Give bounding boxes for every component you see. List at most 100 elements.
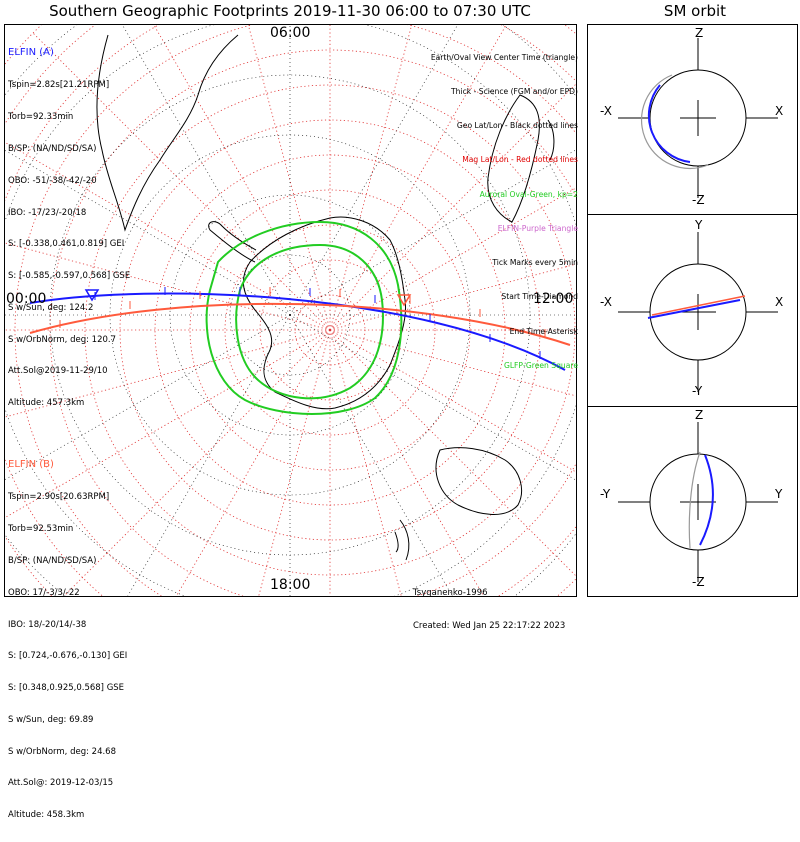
africa-coast (487, 94, 540, 223)
antarctic-peninsula (208, 221, 257, 263)
sm2-bottom-label: -Y (692, 384, 703, 398)
mag-lon-line (329, 329, 576, 397)
mag-lon-line (153, 25, 331, 331)
sm3-right-label: Y (775, 487, 783, 501)
elfin-b-line: OBO: 17/-3/3/-22 (8, 587, 80, 598)
elfin-b-info: ELFIN (B) Tspin=2.90s[20.63RPM] Torb=92.… (8, 438, 127, 842)
elfin-b-name: ELFIN (B) (8, 459, 54, 471)
elfin-a-line: B/SP: (NA/ND/SD/SA) (8, 143, 97, 154)
sm-frame-top (587, 24, 798, 215)
mag-lon-line (329, 187, 576, 331)
time-label-left: 00:00 (6, 291, 47, 307)
geo-lon-line (289, 25, 458, 316)
mag-lat-circle (259, 259, 401, 401)
sm3-left-label: -Y (600, 487, 611, 501)
geo-lon-line (5, 150, 291, 316)
satellite-tracks (29, 287, 571, 371)
mag-lon-line (329, 25, 413, 331)
elfin-b-line: B/SP: (NA/ND/SD/SA) (8, 555, 97, 566)
time-label-right: 12:00 (533, 291, 574, 307)
south-america-coast (96, 34, 239, 232)
mag-lon-line (329, 329, 485, 596)
sm-frame-bottom (587, 406, 798, 597)
sm1-orbit-gray (640, 74, 709, 170)
elfin-a-line: OBO: -51/-38/-42/-20 (8, 175, 97, 186)
elfin-a-line: Att.Sol@2019-11-29/10 (8, 366, 108, 377)
legend-item: Start Time-Diamond (501, 292, 578, 302)
mag-lon-line (258, 329, 331, 596)
legend-item: ELFIN-Purple Triangle (497, 223, 578, 233)
mag-lon-line (175, 329, 331, 596)
elfin-b-line: IBO: 18/-20/14/-38 (8, 619, 87, 630)
legend-item: End Time-Asterisk (509, 326, 578, 336)
australia-coast (435, 447, 522, 515)
credit-block: Tsyganenko-1996 Created: Wed Jan 25 22:1… (413, 566, 565, 654)
sm-frame-middle (587, 214, 798, 407)
elfin-b-track (29, 302, 571, 346)
legend-item: Tick Marks every 5min (492, 258, 578, 268)
auroral-oval-outer (205, 220, 403, 415)
elfin-a-info: ELFIN (A) Tspin=2.82s[21.21RPM] Torb=92.… (8, 26, 130, 430)
mag-lon-line (329, 329, 402, 596)
geo-lon-line (5, 314, 291, 480)
time-label-bottom: 18:00 (270, 577, 311, 593)
credit-created: Created: Wed Jan 25 22:17:22 2023 (413, 621, 566, 631)
elfin-a-track (29, 292, 566, 371)
sm2-orbit-b (651, 295, 746, 316)
legend-item: Auroral Oval-Green, kp=2 (479, 189, 578, 199)
elfin-a-line: S: [-0.338,0.461,0.819] GEI (8, 239, 125, 250)
sm2-orbit-a (647, 299, 741, 319)
madagascar-coast (547, 119, 555, 161)
mag-lon-line (5, 242, 331, 331)
mag-lat-circle (49, 49, 576, 596)
mag-lon-line (5, 329, 331, 519)
mag-latlon-grid (5, 25, 576, 596)
auroral-oval-inner (235, 243, 384, 400)
legend-item: GLFP-Green Square (503, 360, 578, 370)
elfin-a-line: Torb=92.33min (8, 112, 74, 123)
legend-item: Thick - Science (FGM and/or EPD) (451, 87, 578, 97)
mag-lon-line (329, 25, 507, 331)
legend: Earth/Oval View Center Time (triangle) T… (431, 29, 578, 394)
figure-title: Southern Geographic Footprints 2019-11-3… (49, 2, 531, 20)
sm2-right-label: X (775, 295, 784, 309)
mag-lon-line (247, 25, 331, 331)
mag-lon-line (5, 329, 331, 418)
mag-lon-line (329, 329, 576, 473)
geo-lon-line (289, 149, 576, 316)
elfin-a-line: Tspin=2.82s[21.21RPM] (8, 80, 110, 91)
geo-lon-line (127, 314, 291, 596)
mag-lat-circle (84, 84, 576, 576)
elfin-b-line: Att.Sol@: 2019-12-03/15 (8, 778, 114, 789)
geo-latlon-grid (5, 25, 576, 596)
elfin-b-line: S: [0.724,-0.676,-0.130] GEI (8, 651, 128, 662)
new-zealand-coast (394, 519, 410, 561)
sm3-top-label: Z (695, 408, 704, 422)
time-label-top: 06:00 (270, 25, 311, 41)
mag-lon-line (5, 141, 331, 331)
sm-orbit-title: SM orbit (663, 2, 727, 20)
mag-lon-line (329, 83, 576, 331)
credit-model: Tsyganenko-1996 (413, 588, 488, 598)
sm1-left-label: -X (600, 104, 612, 118)
mag-lon-line (63, 329, 331, 596)
sm3-bottom-label: -Z (692, 575, 705, 589)
footprint-map (4, 24, 798, 597)
elfin-b-line: Altitude: 458.3km (8, 810, 85, 821)
legend-item: Earth/Oval View Center Time (triangle) (430, 52, 578, 62)
elfin-a-line: S: [-0.585,-0.597,0.568] GSE (8, 271, 131, 282)
geo-lon-line (122, 25, 291, 316)
geo-lon-line (289, 314, 576, 481)
mag-lon-line (32, 32, 331, 331)
elfin-b-line: S: [0.348,0.925,0.568] GSE (8, 683, 125, 694)
elfin-a-line: S w/OrbNorm, deg: 120.7 (8, 334, 117, 345)
mag-lat-circle (224, 224, 436, 436)
geo-lon-line (289, 314, 453, 596)
sm1-top-label: Z (695, 26, 704, 40)
legend-item: Geo Lat/Lon - Black dotted lines (456, 121, 578, 131)
sm-orbit-panels (618, 38, 778, 582)
elfin-b-line: Tspin=2.90s[20.63RPM] (8, 492, 110, 503)
elfin-b-line: S w/Sun, deg: 69.89 (8, 714, 94, 725)
elfin-b-center-triangle (396, 294, 412, 307)
mag-lon-line (329, 329, 576, 577)
